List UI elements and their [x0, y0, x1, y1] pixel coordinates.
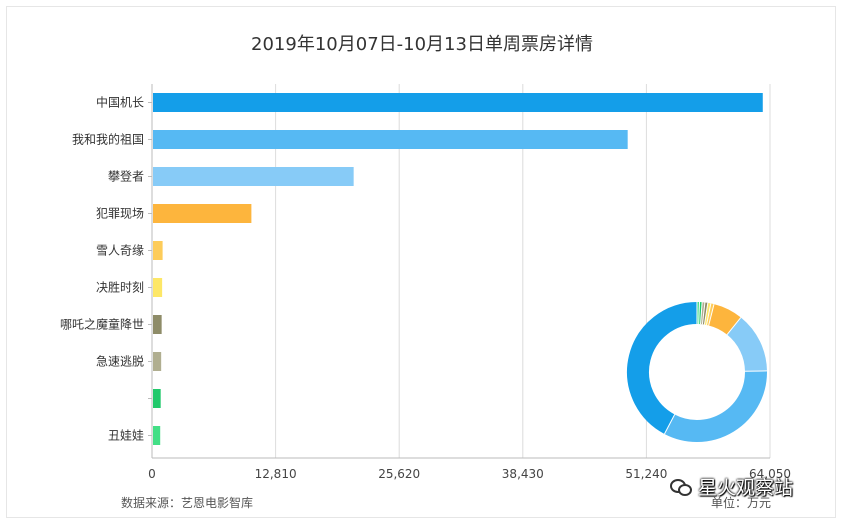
bar: [153, 204, 252, 223]
category-label: 中国机长: [96, 95, 144, 110]
chart-title: 2019年10月07日-10月13日单周票房详情: [251, 34, 593, 55]
donut-separator: [698, 302, 700, 325]
watermark: 星火观察站: [670, 473, 793, 500]
unit-note: 单位：万元: [711, 496, 772, 510]
x-tick-label: 0: [148, 467, 156, 481]
donut-separator: [663, 414, 676, 435]
bar: [153, 352, 162, 371]
donut-separator: [700, 302, 703, 325]
donut-slice: [664, 370, 767, 442]
donut-slice: [708, 304, 741, 335]
bar: [153, 130, 628, 149]
category-label: 雪人奇缘: [96, 244, 144, 258]
category-label: 丑娃娃: [108, 429, 144, 443]
watermark-text: 星火观察站: [698, 477, 794, 499]
x-tick-label: 51,240: [625, 467, 667, 481]
donut-slice: [726, 317, 767, 372]
donut-separator: [708, 303, 715, 326]
bar: [153, 93, 763, 112]
category-label: 攀登者: [108, 169, 144, 184]
bar: [153, 167, 354, 186]
x-tick-label: 25,620: [378, 467, 420, 481]
wechat-icon: [670, 478, 692, 496]
category-label: 犯罪现场: [96, 207, 144, 221]
donut-separator: [701, 302, 706, 325]
category-label: 哪吒之魔童降世: [60, 317, 144, 332]
x-tick-label: 38,430: [502, 467, 544, 481]
category-label: 决胜时刻: [96, 280, 144, 295]
bar: [153, 426, 161, 445]
bar: [153, 278, 163, 297]
bar: [153, 241, 163, 260]
x-tick-label: 64,050: [749, 467, 791, 481]
bar: [153, 315, 162, 334]
donut-separator: [703, 302, 709, 325]
bar: [153, 389, 161, 408]
donut-slice: [627, 302, 698, 434]
category-label: 我和我的祖国: [72, 132, 144, 147]
x-tick-label: 12,810: [255, 467, 297, 481]
donut-separator: [726, 317, 742, 335]
donut-separator: [706, 303, 712, 326]
category-label: 急速逃脱: [96, 354, 144, 369]
data-source-note: 数据来源：艺恩电影智库: [121, 496, 254, 510]
